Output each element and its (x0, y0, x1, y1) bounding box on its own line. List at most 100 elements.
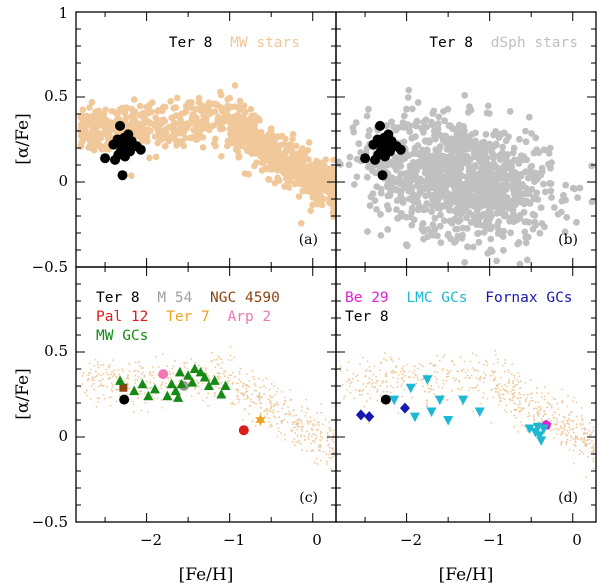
background-star (477, 370, 479, 372)
panel-d-background-cloud (339, 349, 595, 479)
background-star (237, 382, 240, 385)
background-star (502, 388, 505, 391)
background-star (301, 423, 303, 425)
background-star (393, 206, 400, 213)
background-star (399, 199, 407, 206)
background-star (258, 396, 261, 398)
background-star (246, 394, 249, 397)
background-star (436, 378, 438, 381)
background-star (485, 361, 488, 363)
background-star (283, 418, 285, 421)
background-star (112, 359, 114, 362)
background-star (466, 166, 473, 174)
background-star (568, 417, 570, 420)
background-star (264, 140, 271, 148)
background-star (242, 382, 245, 385)
background-star (365, 132, 372, 140)
background-star (314, 439, 316, 441)
background-star (537, 415, 540, 417)
background-star (228, 132, 236, 139)
background-star (155, 355, 157, 358)
background-star (288, 410, 290, 413)
background-star (269, 425, 272, 428)
background-star (498, 393, 501, 396)
legend-fornax-gcs: Fornax GCs (485, 290, 572, 306)
background-star (400, 385, 403, 388)
background-star (307, 207, 315, 214)
background-star (297, 422, 300, 425)
background-star (402, 365, 405, 368)
lmc-gcs-marker (458, 395, 469, 406)
background-star (146, 411, 149, 414)
background-star (134, 379, 137, 382)
background-star (531, 392, 533, 395)
background-star (295, 414, 297, 417)
background-star (477, 150, 485, 157)
background-star (426, 405, 428, 408)
background-star (376, 379, 378, 382)
background-star (592, 467, 595, 470)
background-star (403, 241, 410, 249)
background-star (430, 127, 438, 135)
background-star (311, 423, 314, 426)
background-star (490, 160, 498, 168)
background-star (138, 365, 141, 368)
background-star (501, 365, 504, 367)
background-star (193, 105, 200, 113)
background-star (405, 152, 412, 160)
background-star (297, 425, 299, 428)
background-star (543, 395, 546, 398)
background-star (561, 430, 564, 433)
lmc-gcs-marker (538, 424, 549, 434)
background-star (305, 156, 312, 163)
background-star (186, 367, 189, 370)
background-star (220, 382, 223, 384)
background-star (368, 381, 371, 384)
background-star (227, 377, 229, 379)
background-star (320, 195, 328, 203)
background-star (366, 400, 368, 403)
background-star (437, 132, 445, 140)
background-star (511, 373, 513, 375)
background-star (156, 134, 164, 142)
background-star (424, 390, 427, 393)
background-star (231, 382, 234, 385)
background-star (541, 188, 549, 196)
mw-gcs-marker (187, 377, 198, 387)
background-star (363, 173, 371, 181)
background-star (304, 414, 307, 417)
y-tick-0-bottom: 0 (58, 427, 68, 445)
background-star (522, 239, 530, 247)
background-star (290, 398, 293, 401)
background-star (565, 440, 568, 443)
background-star (581, 437, 583, 439)
background-star (109, 404, 112, 407)
background-star (235, 154, 242, 161)
background-star (521, 424, 524, 427)
background-star (137, 361, 139, 364)
background-star (274, 394, 277, 396)
background-star (141, 366, 144, 369)
background-star (469, 386, 471, 389)
background-star (551, 414, 554, 416)
background-star (128, 387, 131, 390)
background-star (494, 387, 497, 390)
background-star (97, 401, 100, 403)
background-star (478, 188, 485, 196)
background-star (441, 117, 448, 125)
background-star (437, 386, 440, 388)
background-star (312, 161, 319, 168)
background-star (418, 362, 421, 365)
background-star (445, 379, 448, 382)
fornax-gcs-marker (364, 411, 375, 423)
background-star (415, 382, 418, 385)
background-star (372, 381, 375, 384)
background-star (592, 448, 595, 451)
background-star (312, 439, 314, 442)
background-star (489, 374, 492, 377)
background-star (273, 403, 276, 405)
background-star (361, 356, 364, 359)
background-star (517, 372, 520, 374)
background-star (561, 440, 564, 443)
background-star (441, 182, 449, 189)
